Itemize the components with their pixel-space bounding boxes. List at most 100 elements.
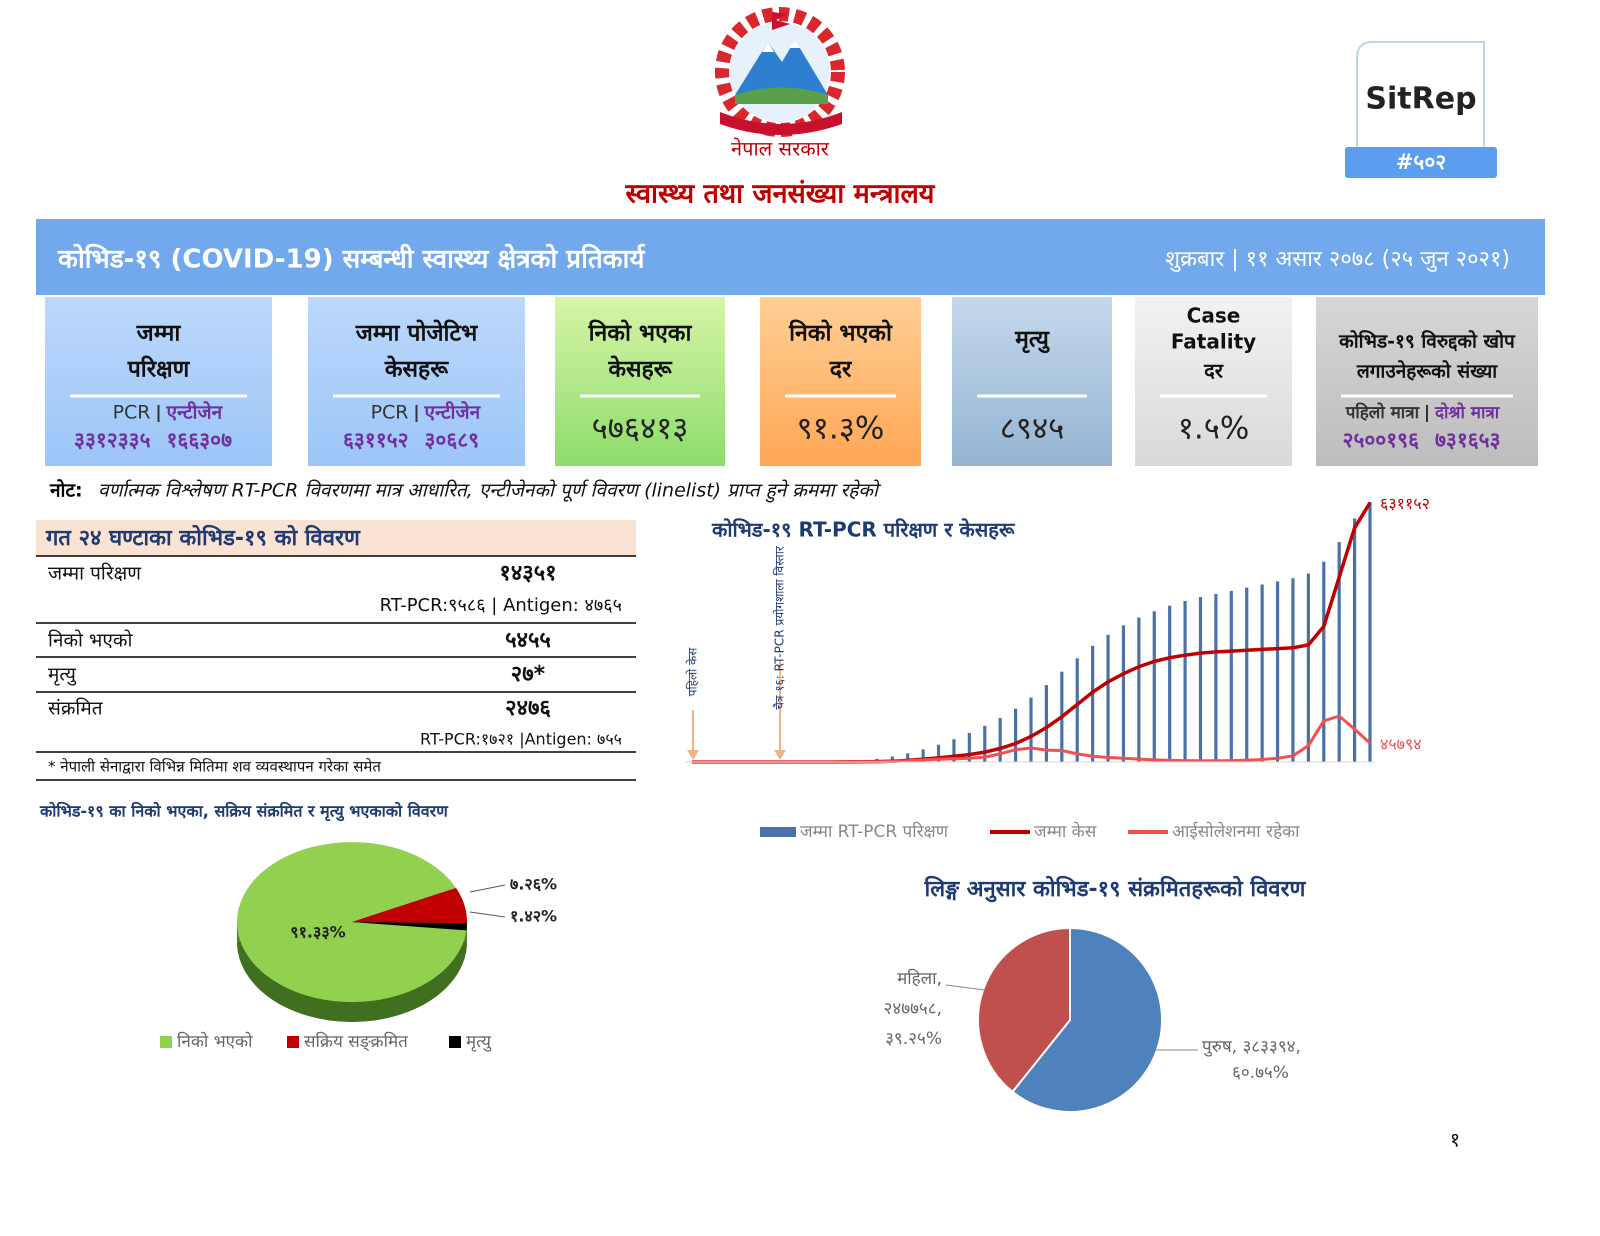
slice-label: ३९.२५%: [885, 1029, 942, 1049]
chart-title: कोभिड-१९ RT-PCR परिक्षण र केसहरू: [711, 518, 1016, 542]
bar: [936, 744, 941, 762]
page-number: १: [1450, 1128, 1460, 1152]
slice-label: ७.२६%: [510, 875, 557, 894]
bar: [998, 718, 1002, 762]
legend-swatch: [160, 1036, 172, 1048]
card: [1316, 297, 1538, 466]
card-title: दर: [1203, 359, 1224, 383]
bar: [1013, 708, 1018, 762]
leader-line: [469, 911, 506, 918]
bar: [1260, 584, 1264, 762]
legend-label: मृत्यु: [466, 1032, 492, 1052]
chart-title: लिङ्ग अनुसार कोभिड-१९ संक्रमितहरूको विवर…: [924, 875, 1307, 903]
legend-label: सक्रिय सङ्क्रमित: [304, 1031, 408, 1052]
card-title: जम्मा पोजेटिभ: [355, 319, 478, 347]
card-title: परिक्षण: [127, 355, 191, 383]
bar: [1306, 573, 1310, 762]
end-label: ६३११५२: [1380, 494, 1430, 513]
bar: [1352, 518, 1357, 762]
pie-slice: [237, 842, 467, 1003]
leader-line: [945, 984, 986, 991]
legend-label: निको भएको: [177, 1031, 253, 1052]
pie-slice: [352, 922, 467, 931]
row-value: २४७६: [505, 696, 551, 721]
annotation: पहिलो केस: [686, 647, 700, 697]
card-value: ८९४५: [1000, 411, 1064, 447]
card-value: १.५%: [1178, 411, 1250, 447]
bar: [1275, 581, 1280, 762]
row-label: निको भएको: [48, 629, 133, 652]
table-footnote: * नेपाली सेनाद्वारा विभिन्न मितिमा शव व्…: [48, 758, 381, 776]
legend-swatch: [449, 1036, 461, 1048]
card: [45, 297, 272, 466]
bar: [1322, 561, 1326, 762]
annotation-arrowhead: [687, 750, 699, 760]
card-label: PCR: [371, 402, 409, 424]
slice-label: ९१.३३%: [290, 923, 345, 942]
card-value: २५००१९६: [1343, 428, 1420, 452]
card-title: केसहरू: [607, 355, 672, 383]
legend-swatch: [760, 827, 796, 837]
card: [760, 297, 921, 466]
card-title: लगाउनेहरूको संख्या: [1356, 360, 1498, 383]
bar: [906, 753, 910, 762]
card-value: ३३१२३३५: [74, 428, 151, 452]
slice-label: पुरुष, ३८३३९४,: [1202, 1037, 1301, 1057]
bar: [967, 732, 971, 762]
card: [1135, 297, 1292, 466]
chart-title: कोभिड-१९ का निको भएका, सक्रिय संक्रमित र…: [39, 802, 449, 822]
annotation: चैत्र १६: RT-PCR प्रयोगशाला विस्तार: [773, 545, 787, 710]
bar: [1183, 601, 1187, 762]
slice-label: महिला,: [897, 968, 942, 989]
card: [555, 297, 725, 466]
row-detail: RT-PCR:१७२१ |Antigen: ७५५: [420, 730, 622, 749]
bar: [1214, 593, 1218, 762]
card-title: निको भएको: [788, 319, 893, 347]
note-text: वर्णात्मक विश्लेषण RT-PCR विवरणमा मात्र …: [98, 479, 882, 504]
bar: [1245, 587, 1249, 762]
card-title: दर: [829, 357, 853, 383]
pie-slice: [352, 887, 468, 924]
table-title-bg: [36, 520, 636, 556]
card-value: ७३१६५३: [1435, 428, 1501, 452]
card-value: ९१.३%: [797, 411, 885, 447]
card-value: ५७६४१३: [592, 411, 689, 447]
row-detail: RT-PCR:९५८६ | Antigen: ४७६५: [380, 595, 622, 616]
bar: [1091, 645, 1095, 762]
row-label: मृत्यु: [48, 664, 77, 687]
end-label: ४५७९४: [1380, 735, 1422, 754]
bar: [1044, 685, 1049, 762]
card-label: PCR: [113, 402, 151, 424]
card-title: कोभिड-१९ विरुद्दको खोप: [1338, 330, 1516, 353]
bar: [1152, 611, 1156, 762]
card-title: Fatality: [1171, 330, 1256, 354]
slice-label: २४७७५८,: [884, 999, 942, 1019]
card-title: Case: [1187, 304, 1241, 328]
bar: [1137, 617, 1141, 762]
row-label: जम्मा परिक्षण: [48, 562, 141, 585]
leader-line: [469, 884, 506, 893]
bar: [1229, 590, 1233, 762]
card-label: एन्टीजेन: [424, 401, 482, 424]
bar: [952, 739, 956, 762]
banner-date: शुक्रबार | ११ असार २०७८ (२५ जुन २०२१): [1165, 247, 1510, 272]
ministry: स्वास्थ्य तथा जनसंख्या मन्त्रालय: [625, 179, 936, 210]
card-value: १६६३०७: [167, 428, 233, 452]
bar: [1121, 625, 1126, 762]
annotation-arrowhead: [774, 750, 786, 760]
row-label: संक्रमित: [48, 697, 104, 720]
card-label: एन्टीजेन: [166, 401, 224, 424]
bar: [890, 756, 894, 762]
bar: [983, 725, 987, 762]
row-value: १४३५१: [499, 561, 556, 586]
bar: [1198, 597, 1203, 762]
card-title: मृत्यु: [1014, 327, 1050, 354]
banner: [36, 219, 1545, 295]
bar: [1106, 634, 1110, 762]
bar: [1291, 578, 1295, 762]
bar: [1168, 605, 1172, 762]
note-label: नोट:: [49, 479, 83, 502]
card-value: ३०६८९: [425, 428, 480, 452]
table: जम्मा परिक्षण १४३५१ RT-PCR:९५८६ | Antigen:…: [36, 555, 636, 781]
